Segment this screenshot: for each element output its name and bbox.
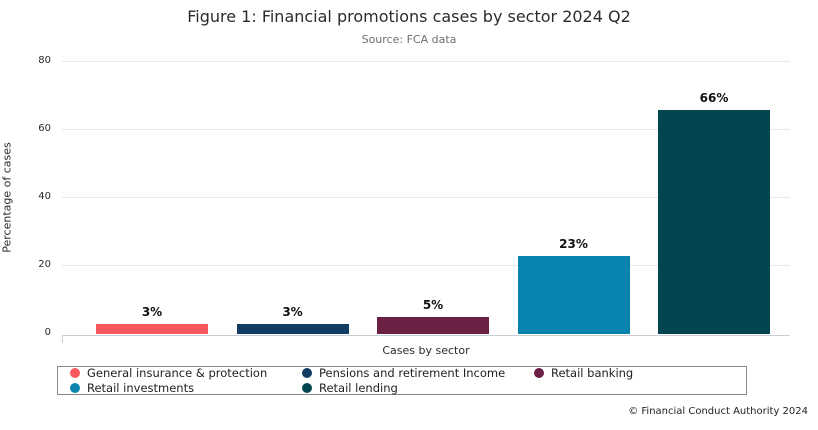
- y-axis-title: Percentage of cases: [0, 142, 14, 253]
- x-axis-title: Cases by sector: [382, 344, 470, 357]
- gridline-40: [62, 197, 790, 198]
- legend-item-general-insurance-protection: General insurance & protection: [70, 366, 302, 380]
- copyright-text: © Financial Conduct Authority 2024: [628, 406, 808, 417]
- bar-value-label: 66%: [699, 90, 729, 105]
- legend-marker-icon: [302, 383, 312, 393]
- y-tick-label-80: 80: [38, 55, 51, 66]
- y-tick-label-0: 0: [44, 327, 51, 338]
- legend-item-retail-investments: Retail investments: [70, 381, 302, 395]
- gridline-20: [62, 265, 790, 266]
- x-axis-line: [62, 335, 790, 336]
- chart-title: Figure 1: Financial promotions cases by …: [187, 7, 631, 26]
- legend-label: Retail investments: [87, 381, 195, 395]
- bar-general-insurance-protection: [96, 323, 208, 334]
- y-tick-label-20: 20: [38, 259, 51, 270]
- bar-value-label: 5%: [422, 298, 444, 312]
- bar-value-label: 3%: [282, 304, 303, 319]
- legend-item-pensions-and-retirement-income: Pensions and retirement Income: [302, 366, 534, 380]
- legend-item-retail-lending: Retail lending: [302, 381, 534, 395]
- legend-label: Retail lending: [319, 381, 398, 395]
- bar-value-label: 3%: [141, 304, 163, 319]
- bar-retail-banking: [377, 317, 489, 334]
- gridline-60: [62, 129, 790, 130]
- y-tick-label-60: 60: [38, 123, 51, 134]
- bar-value-label: 23%: [559, 236, 588, 251]
- legend-label: Retail banking: [551, 366, 634, 380]
- legend-label: Pensions and retirement Income: [319, 366, 506, 380]
- legend-item-retail-banking: Retail banking: [534, 366, 746, 380]
- chart-subtitle: Source: FCA data: [361, 33, 457, 46]
- legend-label: General insurance & protection: [87, 366, 268, 380]
- legend-marker-icon: [70, 368, 80, 378]
- bar-pensions-and-retirement-income: [236, 323, 349, 334]
- y-tick-label-40: 40: [38, 191, 51, 202]
- legend-marker-icon: [534, 368, 544, 378]
- legend-marker-icon: [70, 383, 80, 393]
- bar-retail-investments: [517, 255, 630, 334]
- legend: General insurance & protection Pensions a…: [57, 366, 747, 395]
- gridline-80: [62, 61, 790, 62]
- bar-retail-lending: [658, 109, 770, 334]
- axis-corner-tick: [62, 335, 63, 343]
- legend-marker-icon: [302, 368, 312, 378]
- plot-area: 3% 3% 5% 23% 66%: [62, 61, 790, 343]
